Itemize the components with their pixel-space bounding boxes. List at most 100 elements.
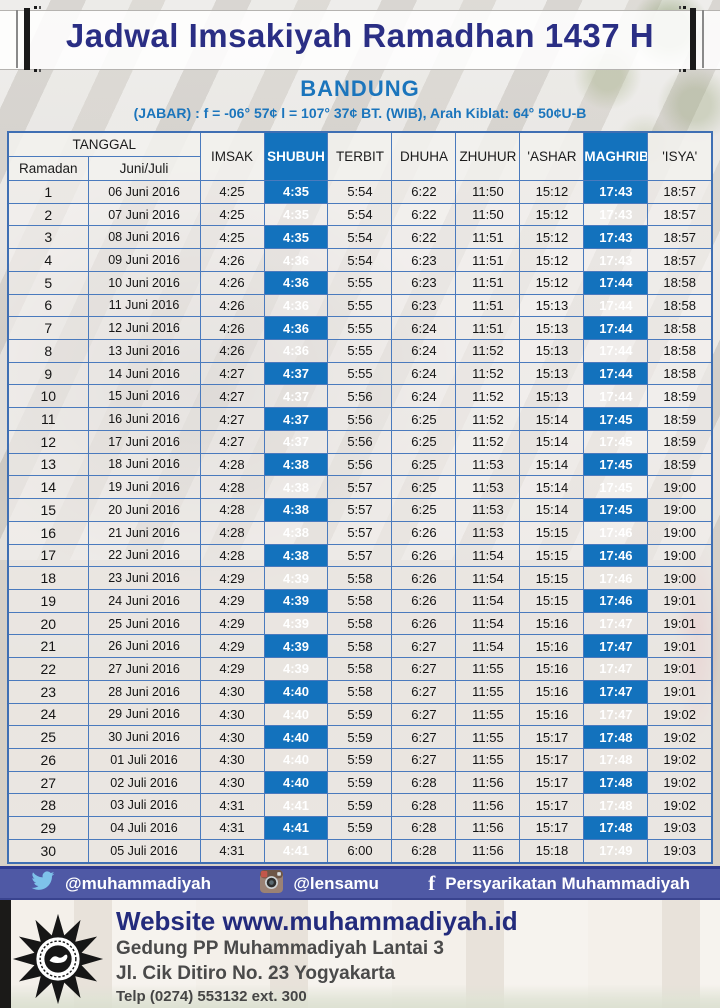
cell-zhuhur: 11:56 [455,816,521,840]
cell-maghrib: 17:45 [583,407,649,431]
cell-shubuh: 4:36 [263,316,329,341]
cell-ashar: 15:16 [519,634,585,659]
cell-terbit: 5:58 [327,634,393,659]
cell-terbit: 5:54 [327,225,393,250]
table-row: 9 14 Juni 2016 4:27 4:37 5:55 6:24 11:52 15:13 1… [7,361,713,386]
cell-zhuhur: 11:52 [455,429,521,454]
cell-shubuh: 4:39 [263,611,329,636]
table-row: 24 29 Juni 2016 4:30 4:40 5:59 6:27 11:55 15:16… [7,702,713,727]
cell-date: 25 Juni 2016 [87,611,201,636]
cell-dhuha: 6:26 [391,520,457,545]
cell-dhuha: 6:28 [391,770,457,795]
cell-ramadan-day: 21 [7,634,89,659]
cell-dhuha: 6:26 [391,566,457,590]
column-header-ashar: 'ASHAR [519,131,585,181]
cell-maghrib: 17:47 [583,657,649,681]
cell-ramadan-day: 1 [7,180,89,204]
cell-isya: 18:59 [647,407,713,431]
cell-isya: 19:01 [647,679,713,704]
cell-date: 09 Juni 2016 [87,248,201,272]
cell-zhuhur: 11:50 [455,180,521,204]
cell-ramadan-day: 27 [7,770,89,795]
cell-maghrib: 17:46 [583,588,649,613]
cell-isya: 18:59 [647,429,713,454]
page-title: Jadwal Imsakiyah Ramadhan 1437 H [65,17,655,54]
facebook-item[interactable]: f Persyarikatan Muhammadiyah [428,873,690,894]
cell-imsak: 4:30 [199,679,265,704]
cell-imsak: 4:26 [199,270,265,295]
instagram-icon [260,869,284,898]
table-row: 5 10 Juni 2016 4:26 4:36 5:55 6:23 11:51 15:12 1… [7,270,713,295]
cell-dhuha: 6:27 [391,657,457,681]
cell-ramadan-day: 10 [7,384,89,409]
cell-shubuh: 4:38 [263,498,329,522]
cell-ramadan-day: 18 [7,566,89,590]
cell-terbit: 5:56 [327,384,393,409]
cell-terbit: 5:55 [327,316,393,341]
cell-imsak: 4:31 [199,816,265,840]
cell-date: 16 Juni 2016 [87,407,201,431]
cell-ashar: 15:15 [519,588,585,613]
cell-ashar: 15:17 [519,725,585,749]
cell-isya: 18:58 [647,293,713,318]
column-header-shubuh: SHUBUH [263,131,329,181]
cell-ramadan-day: 15 [7,498,89,522]
cell-terbit: 5:57 [327,543,393,568]
instagram-item[interactable]: @lensamu [260,869,379,898]
cell-date: 07 Juni 2016 [87,202,201,227]
cell-imsak: 4:28 [199,543,265,568]
cell-maghrib: 17:48 [583,747,649,772]
cell-ashar: 15:12 [519,225,585,250]
cell-dhuha: 6:23 [391,270,457,295]
cell-maghrib: 17:44 [583,339,649,363]
cell-zhuhur: 11:52 [455,339,521,363]
cell-terbit: 5:55 [327,361,393,386]
cell-date: 23 Juni 2016 [87,566,201,590]
cell-ramadan-day: 7 [7,316,89,341]
cell-date: 17 Juni 2016 [87,429,201,454]
cell-dhuha: 6:25 [391,498,457,522]
cell-imsak: 4:25 [199,180,265,204]
twitter-item[interactable]: @muhammadiyah [30,870,211,897]
table-row: 28 03 Juli 2016 4:31 4:41 5:59 6:28 11:56 15:17… [7,793,713,818]
phone-line: Telp (0274) 553132 ext. 300 [116,988,307,1005]
cell-zhuhur: 11:54 [455,543,521,568]
cell-zhuhur: 11:55 [455,657,521,681]
cell-ramadan-day: 5 [7,270,89,295]
cell-imsak: 4:30 [199,770,265,795]
cell-ramadan-day: 6 [7,293,89,318]
instagram-handle: @lensamu [293,873,379,893]
cell-shubuh: 4:41 [263,838,329,864]
cell-dhuha: 6:22 [391,180,457,204]
cell-dhuha: 6:27 [391,725,457,749]
cell-ashar: 15:13 [519,339,585,363]
cell-isya: 19:01 [647,588,713,613]
cell-ramadan-day: 11 [7,407,89,431]
cell-zhuhur: 11:53 [455,498,521,522]
cell-zhuhur: 11:51 [455,316,521,341]
table-row: 3 08 Juni 2016 4:25 4:35 5:54 6:22 11:51 15:12 1… [7,225,713,250]
cell-maghrib: 17:44 [583,270,649,295]
table-row: 22 27 Juni 2016 4:29 4:39 5:58 6:27 11:55 15:16… [7,657,713,681]
cell-shubuh: 4:35 [263,225,329,250]
cell-dhuha: 6:23 [391,248,457,272]
cell-shubuh: 4:36 [263,248,329,272]
social-media-bar: @muhammadiyah @lensamu f Persyarikatan M… [0,866,720,900]
cell-terbit: 5:56 [327,452,393,477]
cell-date: 03 Juli 2016 [87,793,201,818]
cell-date: 05 Juli 2016 [87,838,201,864]
cell-imsak: 4:27 [199,407,265,431]
cell-maghrib: 17:44 [583,384,649,409]
cell-terbit: 5:54 [327,180,393,204]
cell-ashar: 15:13 [519,316,585,341]
cell-dhuha: 6:25 [391,407,457,431]
cell-date: 06 Juni 2016 [87,180,201,204]
cell-terbit: 5:57 [327,520,393,545]
cell-shubuh: 4:38 [263,543,329,568]
website-link[interactable]: Website www.muhammadiyah.id [116,906,518,936]
cell-maghrib: 17:43 [583,180,649,204]
cell-dhuha: 6:27 [391,747,457,772]
cell-maghrib: 17:44 [583,293,649,318]
table-row: 26 01 Juli 2016 4:30 4:40 5:59 6:27 11:55 15:17… [7,747,713,772]
cell-ashar: 15:12 [519,248,585,272]
